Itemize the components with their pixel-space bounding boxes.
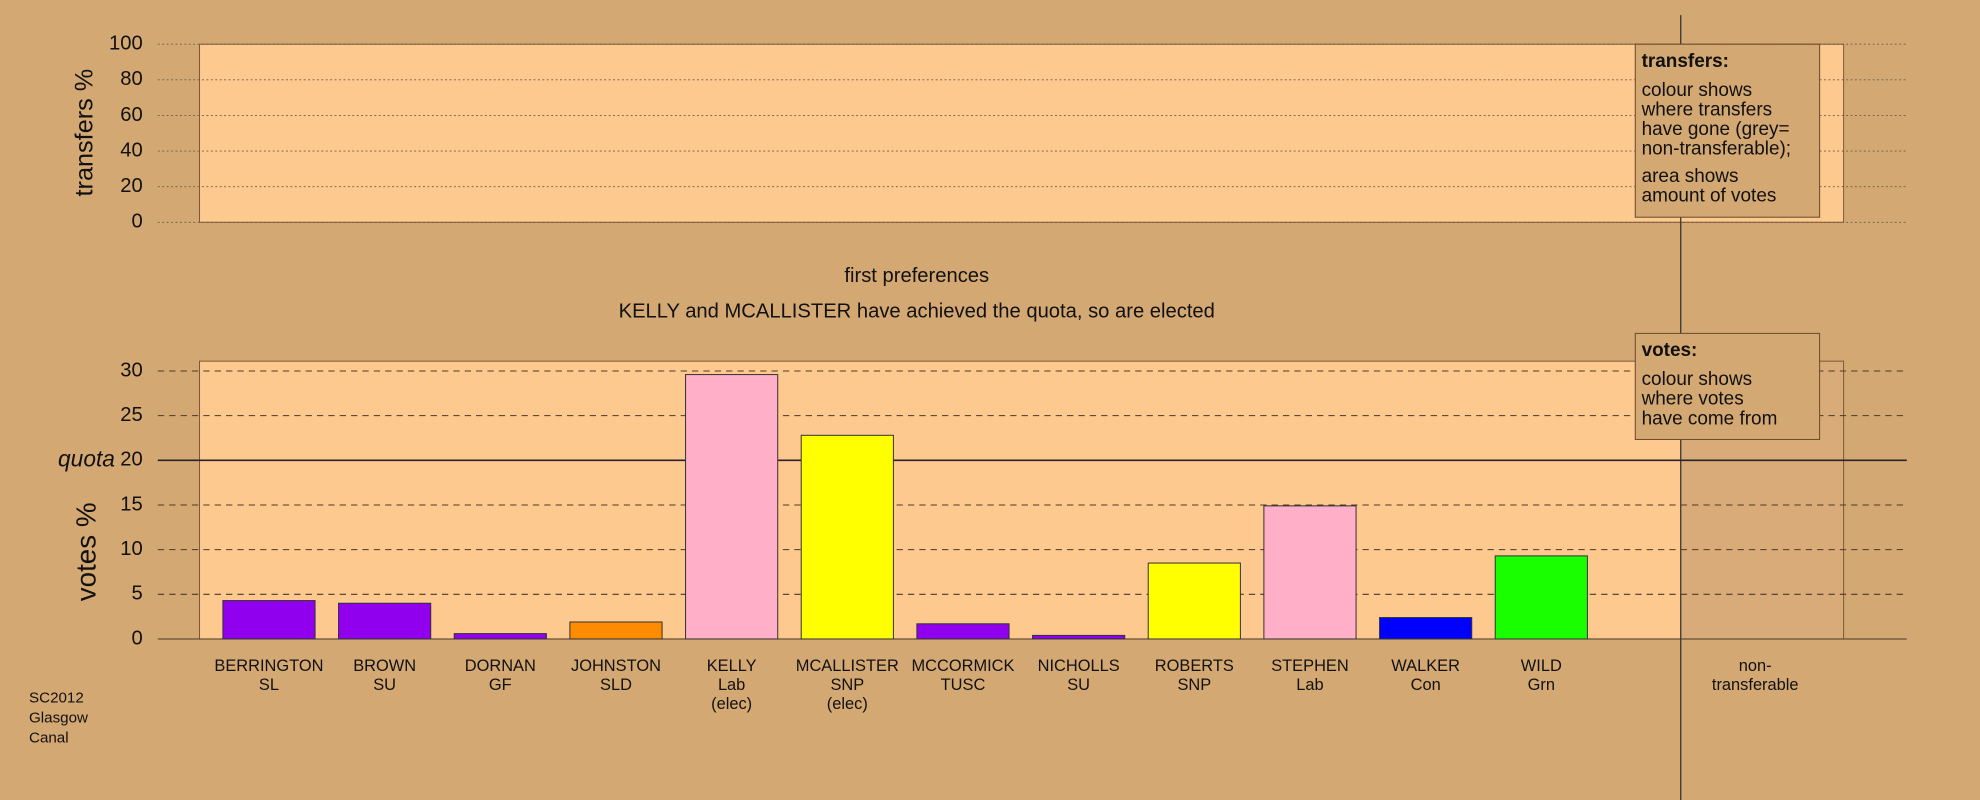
bar: [453, 633, 547, 640]
y-tick-label: 80: [120, 68, 142, 90]
legend-text: have come from: [1642, 408, 1778, 429]
x-tick-label: KELLY: [707, 657, 757, 675]
y-tick-label: 30: [120, 359, 142, 381]
y-tick-label: 100: [109, 33, 143, 55]
quota-label: quota: [58, 445, 115, 471]
x-tick-label: Lab: [718, 676, 745, 694]
x-tick-label: WALKER: [1391, 657, 1460, 675]
votes-panel: [199, 361, 1681, 639]
legend-text: where votes: [1641, 389, 1744, 410]
x-tick-label: SU: [373, 676, 396, 694]
x-tick-label: transferable: [1712, 676, 1799, 694]
y-tick-label: 20: [120, 449, 142, 471]
legend-text: have gone (grey=: [1642, 119, 1790, 140]
x-tick-label: SL: [259, 676, 279, 694]
x-tick-label: SNP: [830, 676, 864, 694]
legend-text: amount of votes: [1642, 185, 1777, 206]
transfers-panel: [199, 43, 1845, 223]
legend-text: colour shows: [1642, 369, 1753, 390]
legend-text: area shows: [1642, 166, 1739, 187]
footer-text: SC2012: [29, 689, 84, 706]
x-tick-label: SNP: [1177, 676, 1211, 694]
y-tick-label: 25: [120, 404, 142, 426]
x-tick-label: BROWN: [353, 657, 416, 675]
legend-heading: transfers:: [1642, 51, 1729, 72]
y-tick-label: 15: [120, 493, 142, 515]
x-tick-label: BERRINGTON: [214, 657, 323, 675]
bar: [1379, 617, 1473, 640]
x-tick-label: TUSC: [941, 676, 986, 694]
bar: [1147, 562, 1241, 640]
x-tick-label: WILD: [1521, 657, 1562, 675]
x-tick-label: Grn: [1528, 676, 1555, 694]
y-tick-label: 60: [120, 104, 142, 126]
x-tick-label: non-: [1739, 657, 1772, 675]
y-tick-label: 5: [131, 583, 142, 605]
bar: [685, 374, 779, 640]
chart-title: first preferences: [844, 265, 989, 287]
x-tick-label: SU: [1067, 676, 1090, 694]
x-tick-label: (elec): [827, 695, 868, 713]
bar: [222, 600, 316, 640]
y-tick-label: 0: [131, 211, 142, 233]
chart-subtitle: KELLY and MCALLISTER have achieved the q…: [619, 300, 1215, 322]
x-tick-label: MCALLISTER: [796, 657, 899, 675]
x-tick-label: DORNAN: [465, 657, 536, 675]
legend-box: [1634, 43, 1821, 218]
y-axis-label: transfers %: [71, 69, 99, 197]
x-tick-label: SLD: [600, 676, 632, 694]
x-tick-label: (elec): [711, 695, 752, 713]
bar: [1494, 555, 1588, 640]
x-tick-label: ROBERTS: [1155, 657, 1234, 675]
x-tick-label: JOHNSTON: [571, 657, 661, 675]
bar: [916, 623, 1010, 640]
x-tick-label: NICHOLLS: [1038, 657, 1120, 675]
y-tick-label: 20: [120, 175, 142, 197]
bar: [569, 621, 663, 640]
legend-text: colour shows: [1642, 80, 1753, 101]
footer-text: Glasgow: [29, 710, 88, 727]
bar: [338, 602, 432, 640]
y-tick-label: 0: [131, 627, 142, 649]
legend-text: non-transferable);: [1642, 139, 1791, 160]
x-tick-label: GF: [489, 676, 512, 694]
y-tick-label: 40: [120, 139, 142, 161]
legend-heading: votes:: [1642, 340, 1698, 361]
bar: [1032, 634, 1126, 640]
y-axis-label: votes %: [71, 502, 102, 601]
legend-box: [1634, 332, 1821, 440]
x-tick-label: Con: [1411, 676, 1441, 694]
x-tick-label: STEPHEN: [1271, 657, 1349, 675]
x-tick-label: MCCORMICK: [911, 657, 1014, 675]
y-tick-label: 10: [120, 538, 142, 560]
bar: [800, 434, 894, 640]
legend-text: where transfers: [1641, 100, 1773, 121]
x-tick-label: Lab: [1296, 676, 1323, 694]
footer-text: Canal: [29, 730, 69, 747]
bar: [1263, 505, 1357, 640]
